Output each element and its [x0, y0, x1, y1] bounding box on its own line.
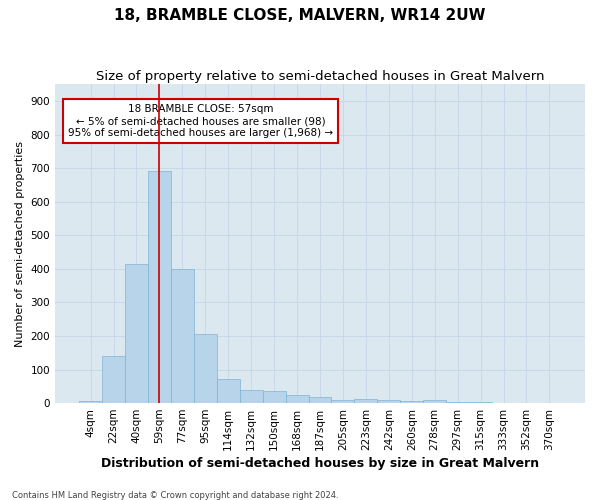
Bar [286, 396, 308, 403]
Bar [217, 378, 240, 403]
Bar [263, 390, 286, 403]
Text: 18, BRAMBLE CLOSE, MALVERN, WR14 2UW: 18, BRAMBLE CLOSE, MALVERN, WR14 2UW [114, 8, 486, 22]
Text: Contains HM Land Registry data © Crown copyright and database right 2024.: Contains HM Land Registry data © Crown c… [12, 490, 338, 500]
Bar [331, 400, 355, 403]
Bar [377, 400, 400, 403]
Bar [102, 356, 125, 403]
X-axis label: Distribution of semi-detached houses by size in Great Malvern: Distribution of semi-detached houses by … [101, 457, 539, 470]
Bar [125, 264, 148, 403]
Bar [171, 269, 194, 403]
Text: 18 BRAMBLE CLOSE: 57sqm
← 5% of semi-detached houses are smaller (98)
95% of sem: 18 BRAMBLE CLOSE: 57sqm ← 5% of semi-det… [68, 104, 333, 138]
Bar [148, 172, 171, 403]
Bar [308, 397, 331, 403]
Bar [355, 399, 377, 403]
Bar [79, 402, 102, 403]
Title: Size of property relative to semi-detached houses in Great Malvern: Size of property relative to semi-detach… [96, 70, 544, 83]
Y-axis label: Number of semi-detached properties: Number of semi-detached properties [15, 140, 25, 346]
Bar [194, 334, 217, 403]
Bar [400, 402, 423, 403]
Bar [240, 390, 263, 403]
Bar [446, 402, 469, 403]
Bar [423, 400, 446, 403]
Bar [469, 402, 492, 403]
